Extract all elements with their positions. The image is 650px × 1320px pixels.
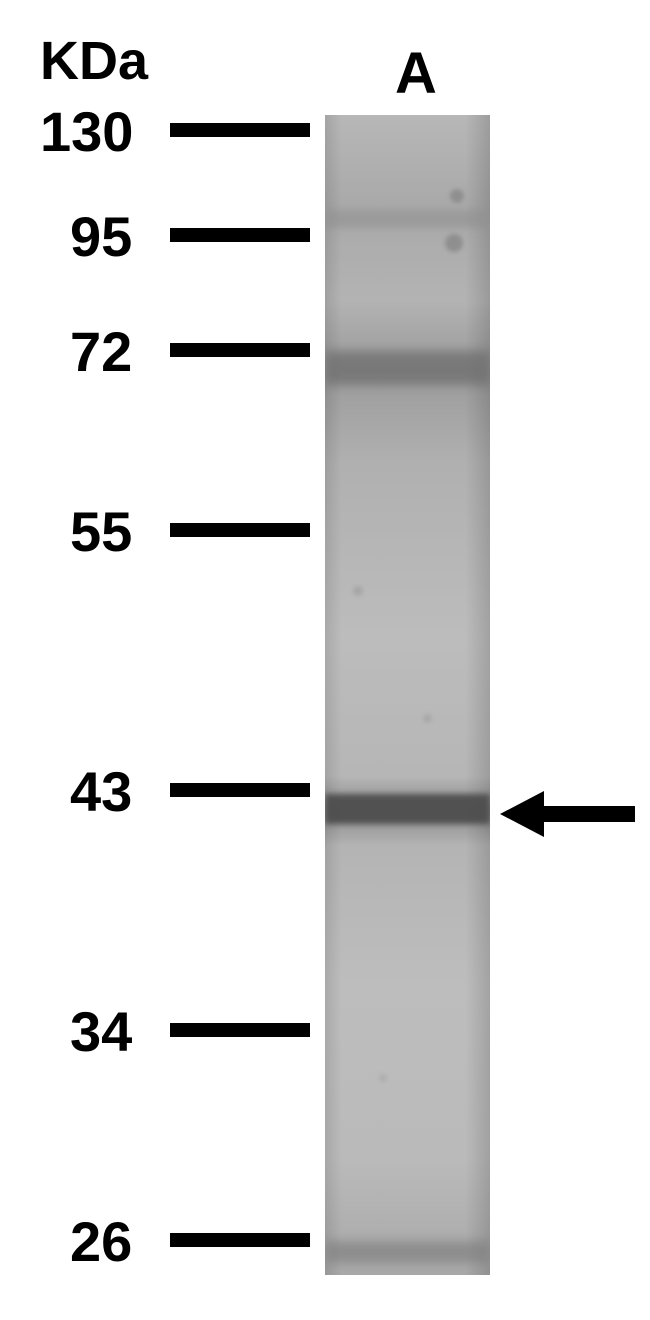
marker-label-43: 43 [70,759,132,824]
lane-shade [325,115,490,1275]
axis-title: KDa [40,30,148,92]
arrow-head-icon [500,791,544,837]
band-1 [325,351,490,385]
marker-tick-43 [170,783,310,797]
marker-label-55: 55 [70,499,132,564]
noise-spot-2 [353,586,363,596]
marker-label-72: 72 [70,319,132,384]
marker-tick-26 [170,1233,310,1247]
marker-tick-34 [170,1023,310,1037]
noise-spot-4 [379,1074,387,1082]
marker-tick-95 [170,228,310,242]
blot-figure: KDa A 130 95 72 55 43 34 26 [0,0,650,1320]
band-0 [325,210,490,228]
arrow-shaft [544,806,635,822]
lane-label-a: A [395,40,437,107]
marker-label-26: 26 [70,1209,132,1274]
indicator-arrow [500,791,635,837]
marker-label-95: 95 [70,204,132,269]
blot-lane-a [325,115,490,1275]
marker-label-130: 130 [40,99,133,164]
marker-tick-55 [170,523,310,537]
band-3 [325,1241,490,1263]
marker-tick-130 [170,123,310,137]
marker-tick-72 [170,343,310,357]
marker-label-34: 34 [70,999,132,1064]
noise-spot-1 [445,234,463,252]
noise-spot-3 [423,714,432,723]
band-2 [325,794,490,824]
